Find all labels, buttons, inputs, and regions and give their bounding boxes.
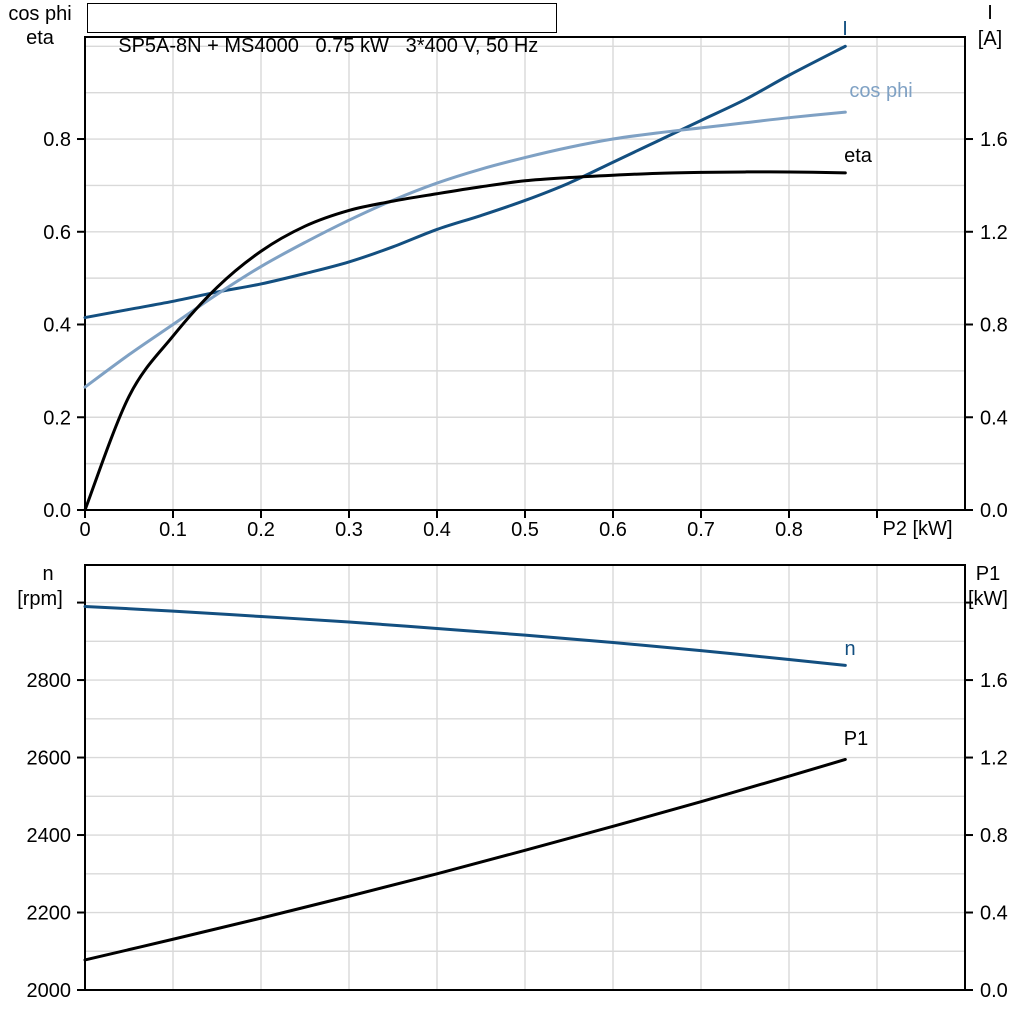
curve-eta [83,170,847,512]
curve-i [83,44,847,320]
curve-label-n: n [844,638,855,660]
tick-label-left: 2800 [27,670,72,692]
tick-label-left: 2400 [27,825,72,847]
curve-p1 [83,757,847,962]
curve-title-box: SP5A-8N + MS4000 0.75 kW 3*400 V, 50 Hz [87,3,557,57]
tick-label-right: 1.6 [980,129,1008,151]
top-left-axis-title-eta: eta [26,27,54,49]
tick-label-x: 0.1 [159,519,187,541]
curve-n [83,604,847,667]
tick-label-x: 0.5 [511,519,539,541]
tick-label-left: 0.6 [43,222,71,244]
tick-label-x: 0.7 [687,519,715,541]
tick-label-left: 0.2 [43,407,71,429]
tick-label-left: 2200 [27,903,72,925]
tick-label-x: 0 [79,519,90,541]
tick-label-x: 0.8 [775,519,803,541]
tick-label-left: 0.8 [43,129,71,151]
tick-label-right: 0.4 [980,407,1008,429]
tick-label-left: 2000 [27,980,72,1002]
tick-label-right: 1.2 [980,222,1008,244]
tick-label-x: 0.3 [335,519,363,541]
top-right-axis-title-current: I [987,2,993,24]
curve-title: SP5A-8N + MS4000 0.75 kW 3*400 V, 50 Hz [118,35,539,57]
curve-label-cos-phi: cos phi [849,80,912,102]
tick-label-left: 2600 [27,748,72,770]
tick-label-right: 0.0 [980,500,1008,522]
curve-label-eta: eta [844,145,873,167]
curve-label-i: I [842,18,848,40]
tick-label-right: 0.8 [980,825,1008,847]
x-axis-title-p2: P2 [kW] [882,518,953,540]
curve-label-p1: P1 [844,728,868,750]
bottom-left-axis-title-n: n [42,563,54,585]
top-right-axis-unit-ampere: [A] [977,28,1003,50]
bottom-right-axis-unit-kw: [kW] [968,588,1008,610]
tick-label-right: 0.8 [980,315,1008,337]
tick-label-right: 1.2 [980,748,1008,770]
tick-label-right: 0.4 [980,903,1008,925]
tick-label-right: 0.0 [980,980,1008,1002]
top-left-axis-title-cosphi: cos phi [8,3,72,25]
tick-label-left: 0.0 [43,500,71,522]
tick-label-right: 1.6 [980,670,1008,692]
tick-label-x: 0.4 [423,519,451,541]
bottom-right-axis-title-p1: P1 [975,563,1001,585]
bottom-left-axis-unit-rpm: [rpm] [17,588,63,610]
curve-cos-phi [83,110,847,389]
tick-label-x: 0.6 [599,519,627,541]
tick-label-left: 0.4 [43,315,71,337]
tick-label-x: 0.2 [247,519,275,541]
